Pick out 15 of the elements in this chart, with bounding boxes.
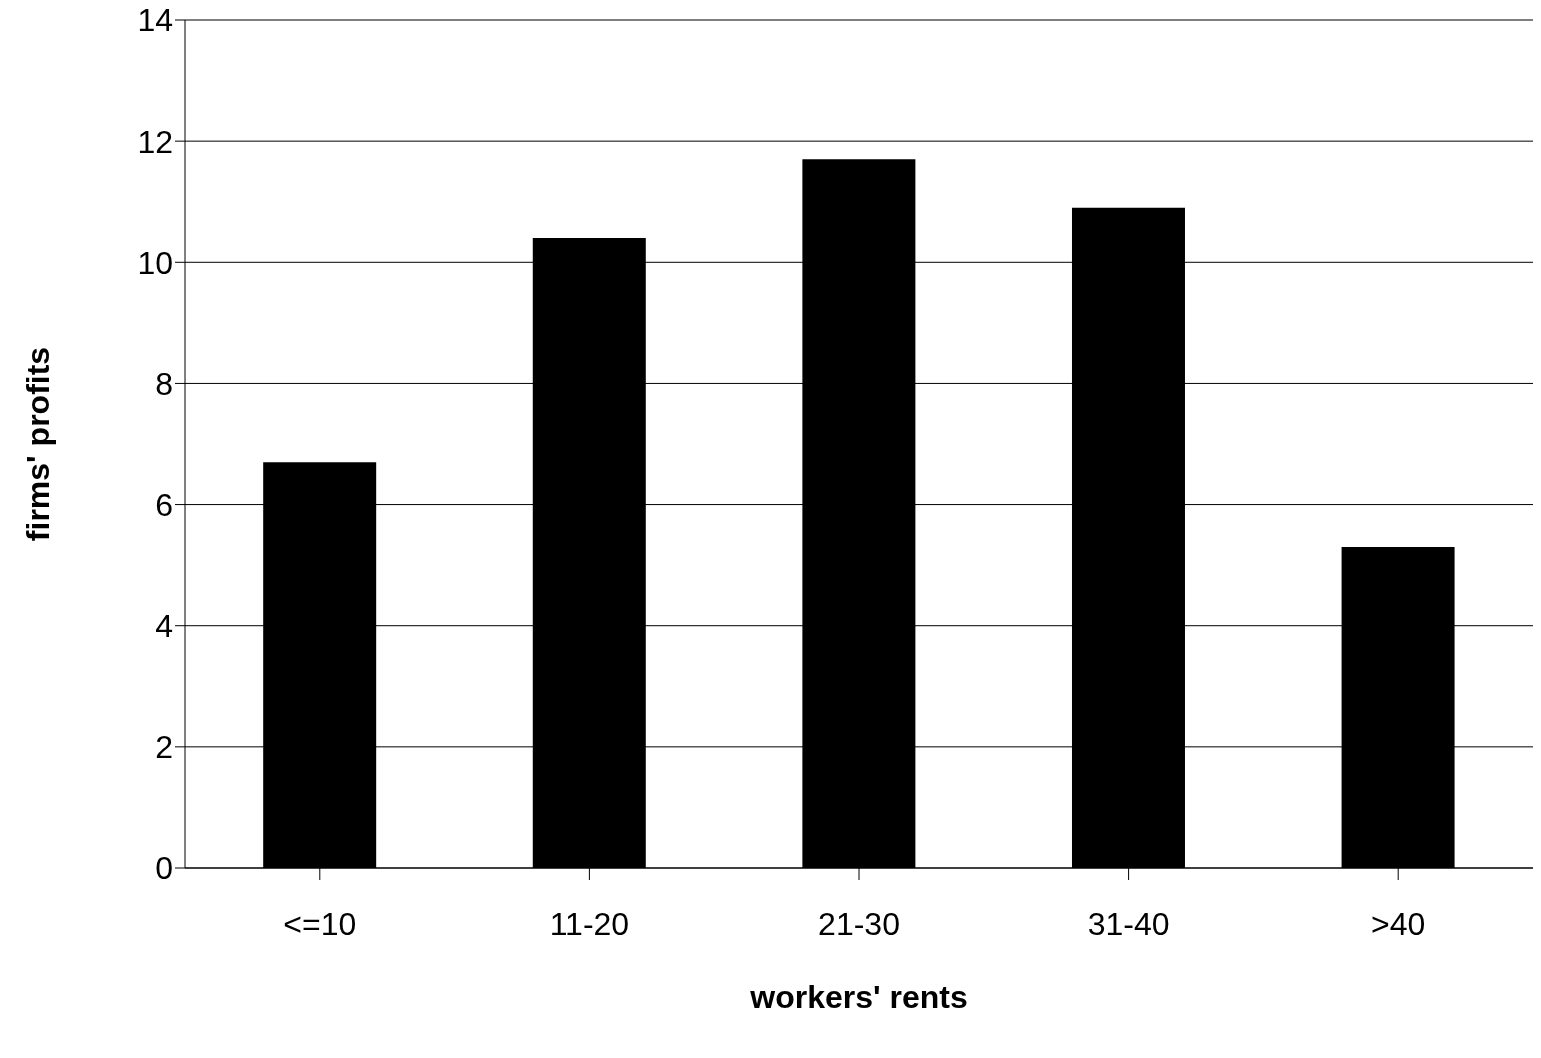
y-tick-label: 4 (155, 608, 173, 645)
x-tick-label: <=10 (283, 905, 357, 942)
x-tick-label: >40 (1371, 905, 1426, 942)
x-tick-label: 21-30 (818, 905, 900, 942)
y-tick-label: 12 (137, 123, 173, 160)
y-tick-label: 6 (155, 486, 173, 523)
y-tick-label: 2 (155, 729, 173, 766)
y-tick-label: 8 (155, 365, 173, 402)
y-tick-label: 10 (137, 244, 173, 281)
y-tick-label: 14 (137, 2, 173, 39)
x-axis-title: workers' rents (749, 979, 968, 1015)
y-axis-title: firms' profits (20, 346, 57, 542)
y-tick-label: 0 (155, 850, 173, 887)
x-tick-label: 11-20 (549, 905, 630, 942)
x-tick-label: 31-40 (1087, 905, 1170, 942)
